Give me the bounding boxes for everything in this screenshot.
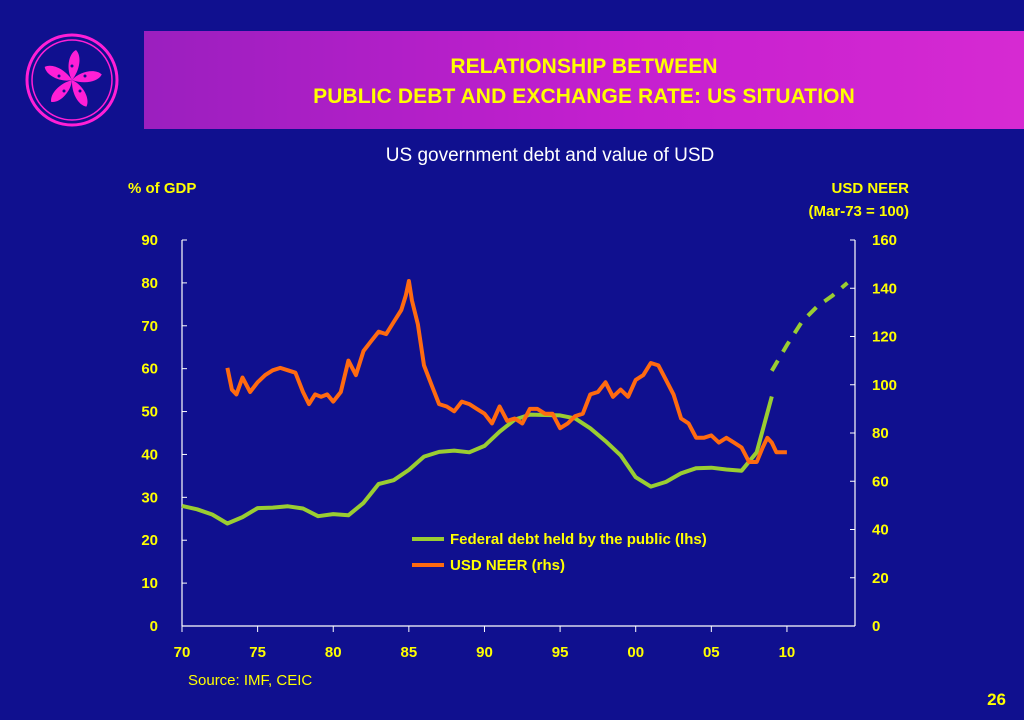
x-tick-label: 95 (552, 644, 569, 661)
left-tick-label: 0 (150, 618, 158, 635)
series-line-2 (225, 279, 787, 464)
left-tick-label: 40 (141, 446, 158, 463)
left-tick-label: 90 (141, 232, 158, 249)
x-tick-label: 85 (401, 644, 418, 661)
title-bar: RELATIONSHIP BETWEEN PUBLIC DEBT AND EXC… (144, 31, 1024, 129)
left-tick-label: 10 (141, 575, 158, 592)
left-tick-label: 50 (141, 404, 158, 421)
left-tick-label: 60 (141, 361, 158, 378)
right-axis-subtitle: (Mar-73 = 100) (808, 203, 909, 220)
right-tick-label: 100 (872, 377, 897, 394)
source-note: Source: IMF, CEIC (188, 672, 313, 689)
page-number: 26 (987, 690, 1006, 709)
x-tick-label: 70 (174, 644, 191, 661)
x-tick-label: 80 (325, 644, 342, 661)
chart-title: US government debt and value of USD (385, 145, 715, 166)
right-tick-label: 20 (872, 570, 889, 587)
x-tick-label: 90 (476, 644, 493, 661)
logo (20, 31, 124, 129)
left-tick-label: 30 (141, 489, 158, 506)
right-tick-label: 160 (872, 232, 897, 249)
right-tick-label: 60 (872, 473, 889, 490)
left-tick-label: 20 (141, 532, 158, 549)
right-axis-title: USD NEER (831, 180, 909, 197)
slide-title-line-2: PUBLIC DEBT AND EXCHANGE RATE: US SITUAT… (313, 85, 855, 108)
left-axis-title: % of GDP (128, 180, 197, 197)
slide-title-line-1: RELATIONSHIP BETWEEN (450, 55, 718, 78)
right-tick-label: 140 (872, 280, 897, 297)
x-tick-label: 75 (249, 644, 266, 661)
left-tick-label: 70 (141, 318, 158, 335)
right-tick-label: 0 (872, 618, 880, 635)
left-tick-label: 80 (141, 275, 158, 292)
right-tick-label: 120 (872, 329, 897, 346)
series-line-1 (770, 281, 849, 372)
bauhinia-flower-icon (25, 33, 119, 127)
legend-label: Federal debt held by the public (lhs) (450, 531, 707, 548)
legend-label: USD NEER (rhs) (450, 557, 565, 574)
series-line-0 (181, 395, 774, 526)
x-tick-label: 00 (627, 644, 644, 661)
right-tick-label: 80 (872, 425, 889, 442)
x-tick-label: 05 (703, 644, 720, 661)
x-tick-label: 10 (779, 644, 796, 661)
right-tick-label: 40 (872, 522, 889, 539)
